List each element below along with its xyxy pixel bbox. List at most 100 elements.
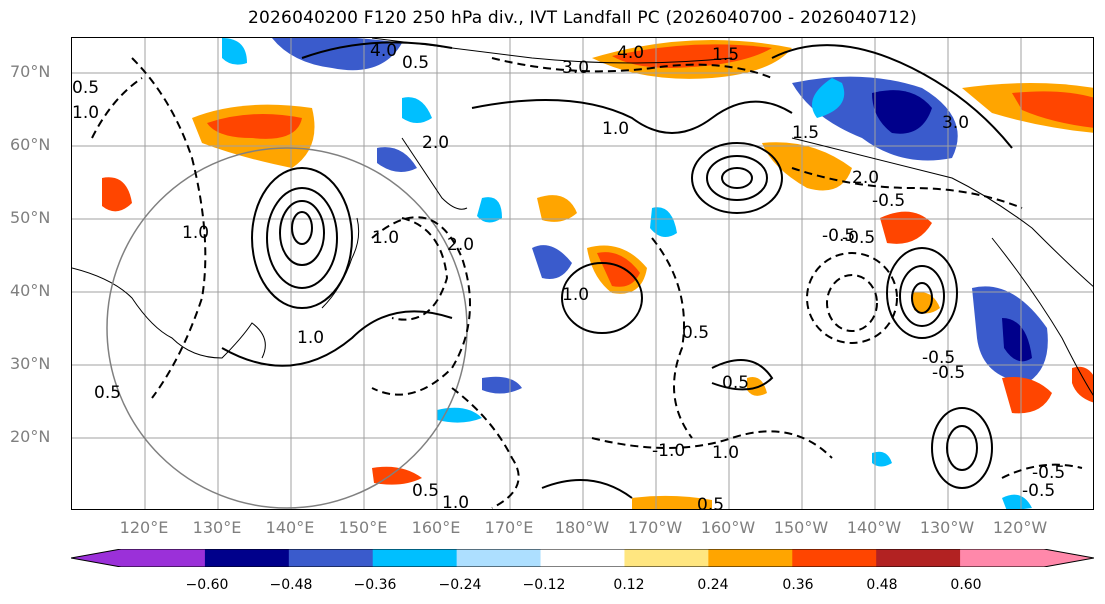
shade-pos-6 <box>1012 91 1093 128</box>
colorbar-tick: 0.36 <box>782 577 814 593</box>
shade-pos-4 <box>612 44 772 68</box>
contour-dash-11 <box>1001 463 1083 479</box>
shade-neg-15 <box>1002 494 1032 509</box>
contour-label: 0.5 <box>682 323 709 343</box>
colorbar-low-extend <box>71 549 121 567</box>
contour-label: 2.0 <box>852 168 879 188</box>
lat-label-50n: 50°N <box>10 208 51 227</box>
contour-dash-10 <box>451 387 520 509</box>
colorbar-tick: −0.48 <box>269 577 313 593</box>
shade-neg-5 <box>1002 318 1032 362</box>
lon-label-170w: 170°W <box>627 518 683 537</box>
lon-label-120e: 120°E <box>119 518 169 537</box>
colorbar-segment <box>540 549 625 567</box>
contours-solid <box>221 41 1013 499</box>
lon-label-120w: 120°W <box>992 518 1048 537</box>
contour-solid-13 <box>561 262 643 334</box>
lon-label-160e: 160°E <box>411 518 461 537</box>
contour-dash-6 <box>491 57 773 79</box>
shade-neg-2 <box>872 90 932 134</box>
colorbar-segment <box>876 549 961 567</box>
contours-dashed <box>91 57 1083 509</box>
lat-label-30n: 30°N <box>10 354 51 373</box>
colorbar-tick: −0.24 <box>438 577 482 593</box>
lat-label-60n: 60°N <box>10 135 51 154</box>
contour-solid-1 <box>251 167 353 309</box>
contour-label: -0.5 <box>932 363 965 383</box>
contour-label: -0.5 <box>922 348 955 368</box>
contour-solid-3 <box>279 200 325 266</box>
contour-dash-4 <box>806 252 898 344</box>
lon-label-130e: 130°E <box>192 518 242 537</box>
contour-label: 1.0 <box>297 328 324 348</box>
contour-label: 0.5 <box>697 495 724 510</box>
coast-asia <box>72 267 266 359</box>
coast-alaska <box>791 137 1093 287</box>
contour-solid-15 <box>771 44 1013 149</box>
contour-dash-2 <box>371 216 471 396</box>
contour-label: -0.5 <box>822 226 855 246</box>
contour-solid-16 <box>221 310 453 367</box>
contour-label: 1.0 <box>372 228 399 248</box>
contour-label: 3.0 <box>942 113 969 133</box>
contour-label: 0.5 <box>402 53 429 73</box>
contour-solid-2 <box>266 187 338 289</box>
contour-label: 1.0 <box>182 223 209 243</box>
colorbar-segment <box>288 549 374 567</box>
contour-label: 2.0 <box>447 235 474 255</box>
lon-label-130w: 130°W <box>919 518 975 537</box>
contour-solid-19 <box>301 41 453 59</box>
contour-label: -0.5 <box>1022 481 1055 501</box>
contour-label: 3.0 <box>562 58 589 78</box>
contour-label: 0.5 <box>72 78 99 98</box>
contour-label: -0.5 <box>1032 463 1065 483</box>
colorbar <box>71 549 1094 567</box>
contour-label: 2.0 <box>422 133 449 153</box>
range-circle <box>106 147 468 509</box>
contour-solid-14 <box>471 99 793 134</box>
lon-label-150e: 150°E <box>338 518 388 537</box>
lat-label-20n: 20°N <box>10 427 51 446</box>
shade-neg-6 <box>272 38 402 71</box>
shading-layer <box>222 38 1048 509</box>
lon-label-140e: 140°E <box>265 518 315 537</box>
colorbar-tick: −0.36 <box>353 577 397 593</box>
shade-pos-15 <box>102 177 132 212</box>
coast-japan <box>321 217 360 309</box>
colorbar-high-extend <box>1044 549 1094 567</box>
colorbar-segment <box>792 549 877 567</box>
contour-dash-8 <box>591 430 833 459</box>
colorbar-segment <box>708 549 793 567</box>
coast-north-america <box>991 237 1093 396</box>
shade-pos-10 <box>537 195 577 222</box>
shade-pos-18 <box>1072 366 1093 403</box>
shade-neg-9 <box>650 207 677 237</box>
contour-label: -0.5 <box>872 191 905 211</box>
contour-label: 0.5 <box>412 481 439 501</box>
contour-dash-3 <box>391 217 449 321</box>
contour-solid-12 <box>946 425 978 471</box>
shade-neg-3 <box>812 78 845 118</box>
lat-label-70n: 70°N <box>10 62 51 81</box>
shade-neg-13 <box>402 97 432 123</box>
shade-neg-12 <box>222 38 247 65</box>
shade-pos-2 <box>207 114 302 139</box>
gridlines <box>72 38 1093 509</box>
shade-pos-12 <box>1002 377 1052 414</box>
lon-label-180w: 180°W <box>554 518 610 537</box>
colorbar-tick: −0.12 <box>522 577 566 593</box>
colorbar-segment <box>204 549 290 567</box>
shade-neg-14 <box>377 147 417 172</box>
contour-solid-18 <box>541 479 633 499</box>
contour-solid-10 <box>911 282 933 314</box>
colorbar-segment <box>372 549 458 567</box>
coast-kamchatka <box>401 137 468 210</box>
contour-label: 1.0 <box>712 443 739 463</box>
shade-neg-16 <box>872 451 892 467</box>
shade-neg-11 <box>437 407 482 423</box>
contour-solid-11 <box>931 407 993 489</box>
shade-pos-11 <box>880 211 932 244</box>
map-svg: 4.0 4.0 1.5 3.0 0.5 1.0 2.0 0.5 1.0 1.0 … <box>72 38 1093 510</box>
lon-label-150w: 150°W <box>773 518 829 537</box>
colorbar-segment <box>960 549 1045 567</box>
